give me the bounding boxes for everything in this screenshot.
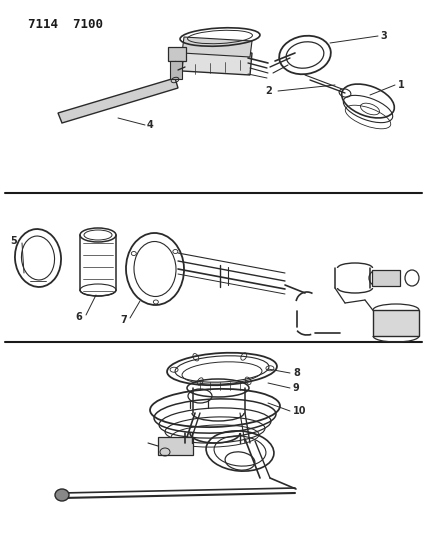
Text: 10: 10 — [293, 406, 306, 416]
Text: 7114  7100: 7114 7100 — [28, 18, 103, 31]
Text: 9: 9 — [293, 383, 300, 393]
FancyBboxPatch shape — [170, 61, 182, 79]
Text: 5: 5 — [10, 236, 17, 246]
Text: 1: 1 — [398, 80, 405, 90]
Text: 4: 4 — [147, 120, 154, 130]
FancyBboxPatch shape — [158, 437, 193, 455]
Ellipse shape — [55, 489, 69, 501]
Ellipse shape — [180, 44, 250, 61]
FancyBboxPatch shape — [373, 310, 419, 336]
Text: 3: 3 — [380, 31, 387, 41]
Polygon shape — [182, 37, 252, 57]
Polygon shape — [182, 49, 252, 75]
Text: 6: 6 — [75, 312, 82, 322]
FancyBboxPatch shape — [168, 47, 186, 61]
Polygon shape — [58, 78, 178, 123]
Text: 7: 7 — [120, 315, 127, 325]
FancyBboxPatch shape — [372, 270, 400, 286]
Text: 8: 8 — [293, 368, 300, 378]
Text: 2: 2 — [265, 86, 272, 96]
